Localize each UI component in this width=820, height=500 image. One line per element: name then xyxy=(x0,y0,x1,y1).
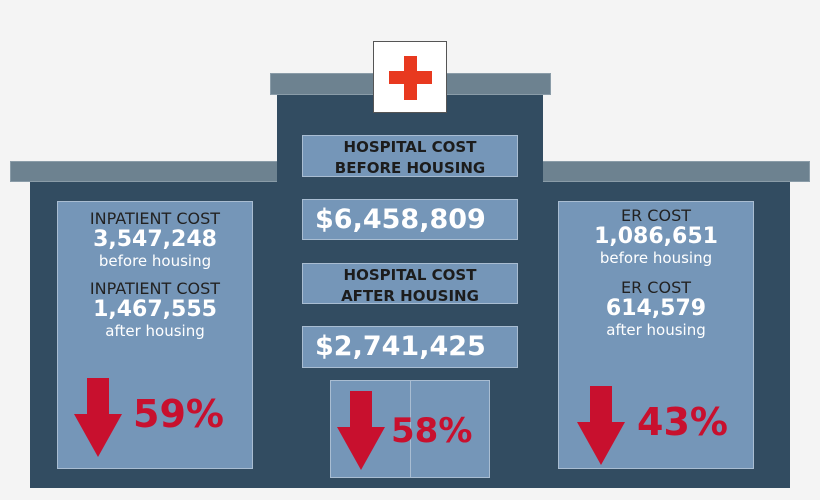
after-value: $2,741,425 xyxy=(302,326,518,368)
label2: INPATIENT COST xyxy=(89,279,221,298)
after-title: HOSPITAL COST AFTER HOUSING xyxy=(302,263,518,305)
sub1: before housing xyxy=(599,249,713,267)
sub1: before housing xyxy=(98,252,212,270)
er-panel: ER COST 1,086,651 before housing ER COST… xyxy=(558,201,754,469)
inpatient-panel: INPATIENT COST 3,547,248 before housing … xyxy=(57,201,253,469)
before-title: HOSPITAL COST BEFORE HOUSING xyxy=(302,135,518,177)
down-arrow-icon xyxy=(337,391,385,470)
after-title-line1: HOSPITAL COST xyxy=(343,266,477,284)
center-change-box: 58% xyxy=(330,380,490,478)
center-change: 58% xyxy=(391,411,473,451)
value2: 1,467,555 xyxy=(93,297,217,322)
sub2: after housing xyxy=(105,322,205,340)
value1: 1,086,651 xyxy=(594,224,718,249)
before-title-line1: HOSPITAL COST xyxy=(343,138,477,156)
before-title-line2: BEFORE HOUSING xyxy=(334,159,486,177)
down-arrow-icon xyxy=(74,378,122,457)
value2: 614,579 xyxy=(605,296,707,321)
sub2: after housing xyxy=(606,321,706,339)
label1: ER COST xyxy=(620,206,691,225)
inpatient-change: 59% xyxy=(133,392,224,436)
value1: 3,547,248 xyxy=(93,227,217,252)
label1: INPATIENT COST xyxy=(89,209,221,228)
red-cross-icon xyxy=(373,41,447,113)
left-wing-roof xyxy=(10,161,280,182)
down-arrow-icon xyxy=(577,386,625,465)
before-value: $6,458,809 xyxy=(302,199,518,240)
right-wing-roof xyxy=(541,161,810,182)
er-change: 43% xyxy=(637,400,728,444)
label2: ER COST xyxy=(620,278,691,297)
after-title-line2: AFTER HOUSING xyxy=(341,287,479,305)
